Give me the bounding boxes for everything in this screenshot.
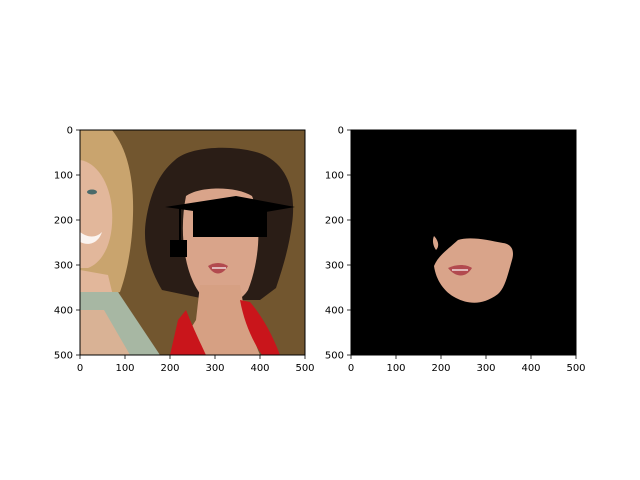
face-mask-region — [432, 236, 513, 303]
right-y-tick-label: 100 — [325, 171, 344, 182]
right-x-tick-label: 500 — [566, 363, 585, 374]
right-x-tick-label: 200 — [431, 363, 450, 374]
left-y-tick-label: 400 — [54, 306, 73, 317]
graduation-cap-top — [165, 196, 295, 217]
left-y-tick-label: 300 — [54, 261, 73, 272]
left-x-tick-label: 300 — [205, 363, 224, 374]
right-axes-frame — [350, 129, 577, 356]
right-y-tick-label: 400 — [325, 306, 344, 317]
left-x-tick-label: 200 — [160, 363, 179, 374]
left-y-tick-label: 500 — [54, 351, 73, 362]
right-person — [144, 147, 295, 355]
right-x-tick-label: 300 — [476, 363, 495, 374]
left-x-tick-label: 500 — [295, 363, 314, 374]
left-x-tick-label: 100 — [115, 363, 134, 374]
left-axes-ticks: 0 100 200 300 400 500 0 100 200 300 400 500 — [54, 126, 315, 375]
left-image-panel — [80, 130, 305, 355]
left-y-tick-label: 200 — [54, 216, 73, 227]
right-y-tick-label: 0 — [338, 126, 344, 137]
black-square — [170, 240, 187, 257]
left-person — [80, 130, 160, 355]
left-x-tick-label: 400 — [250, 363, 269, 374]
right-x-tick-label: 100 — [386, 363, 405, 374]
right-x-tick-label: 0 — [348, 363, 354, 374]
left-y-tick-label: 100 — [54, 171, 73, 182]
left-axes-frame — [79, 129, 306, 356]
right-y-tick-label: 300 — [325, 261, 344, 272]
right-axes-ticks: 0 100 200 300 400 500 0 100 200 300 400 500 — [325, 126, 586, 375]
right-image-panel — [351, 130, 576, 355]
right-x-tick-label: 400 — [521, 363, 540, 374]
right-y-tick-label: 200 — [325, 216, 344, 227]
left-x-tick-label: 0 — [77, 363, 83, 374]
right-y-tick-label: 500 — [325, 351, 344, 362]
left-y-tick-label: 0 — [67, 126, 73, 137]
